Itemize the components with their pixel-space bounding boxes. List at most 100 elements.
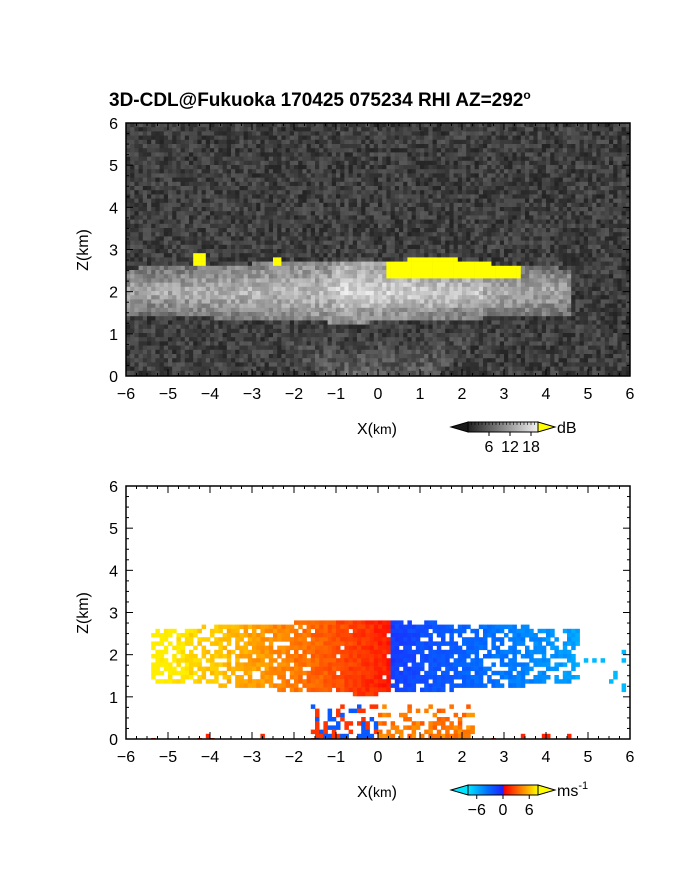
intensity-cell	[533, 139, 538, 145]
intensity-cell	[336, 265, 341, 271]
intensity-cell	[252, 274, 257, 279]
intensity-cell	[436, 249, 442, 254]
intensity-cell	[344, 144, 349, 149]
intensity-cell	[512, 232, 517, 237]
intensity-cell	[436, 286, 442, 292]
intensity-cell	[348, 127, 354, 132]
intensity-cell	[365, 274, 370, 279]
intensity-cell	[495, 173, 501, 178]
intensity-cell	[550, 148, 555, 153]
intensity-cell	[533, 257, 538, 262]
intensity-cell	[575, 236, 580, 241]
intensity-cell	[151, 160, 156, 166]
intensity-cell	[302, 160, 307, 166]
intensity-cell	[302, 198, 307, 204]
intensity-cell	[273, 169, 278, 174]
intensity-cell	[243, 257, 249, 262]
intensity-cell	[378, 152, 383, 157]
intensity-cell	[466, 198, 471, 204]
intensity-cell	[239, 131, 244, 136]
intensity-cell	[478, 156, 484, 162]
intensity-cell	[575, 148, 580, 153]
intensity-cell	[483, 232, 488, 237]
intensity-cell	[558, 148, 564, 153]
intensity-cell	[306, 139, 312, 145]
intensity-cell	[151, 152, 156, 157]
intensity-cell	[336, 177, 341, 183]
intensity-cell	[592, 291, 597, 296]
intensity-cell	[495, 148, 501, 153]
intensity-cell	[546, 123, 551, 128]
intensity-cell	[273, 139, 278, 145]
intensity-cell	[365, 169, 370, 174]
intensity-cell	[399, 173, 404, 178]
intensity-cell	[449, 211, 454, 216]
intensity-cell	[428, 278, 433, 283]
intensity-cell	[176, 295, 181, 300]
intensity-cell	[407, 181, 412, 187]
intensity-cell	[424, 295, 429, 300]
intensity-cell	[537, 202, 543, 208]
intensity-cell	[415, 144, 421, 149]
intensity-cell	[369, 236, 375, 241]
intensity-cell	[222, 160, 228, 166]
intensity-cell	[399, 207, 404, 212]
intensity-cell	[579, 244, 585, 250]
intensity-cell	[420, 295, 425, 300]
intensity-cell	[323, 207, 328, 212]
intensity-cell	[331, 202, 337, 208]
intensity-cell	[474, 278, 480, 283]
intensity-cell	[205, 207, 211, 212]
intensity-cell	[529, 139, 534, 145]
intensity-cell	[373, 127, 379, 132]
intensity-cell	[571, 261, 576, 267]
intensity-cell	[495, 215, 501, 220]
intensity-cell	[592, 144, 597, 149]
intensity-cell	[491, 181, 496, 187]
intensity-cell	[365, 228, 370, 233]
intensity-cell	[466, 127, 471, 132]
intensity-cell	[420, 194, 425, 199]
intensity-cell	[382, 219, 387, 225]
intensity-cell	[155, 160, 160, 166]
intensity-cell	[344, 131, 349, 136]
intensity-cell	[344, 207, 349, 212]
intensity-cell	[512, 282, 517, 288]
intensity-cell	[184, 223, 190, 229]
intensity-cell	[222, 274, 228, 279]
intensity-cell	[298, 135, 303, 141]
intensity-cell	[331, 173, 337, 178]
intensity-cell	[147, 169, 152, 174]
intensity-cell	[470, 261, 475, 267]
intensity-cell	[218, 144, 223, 149]
intensity-cell	[394, 152, 400, 157]
intensity-cell	[390, 286, 396, 292]
intensity-cell	[504, 202, 509, 208]
intensity-cell	[235, 257, 240, 262]
intensity-cell	[579, 228, 585, 233]
intensity-cell	[558, 211, 564, 216]
intensity-cell	[537, 270, 543, 275]
intensity-cell	[600, 135, 606, 141]
intensity-cell	[252, 152, 257, 157]
intensity-cell	[147, 291, 152, 296]
intensity-cell	[625, 244, 630, 250]
intensity-cell	[243, 190, 249, 195]
intensity-cell	[239, 169, 244, 174]
intensity-cell	[403, 236, 408, 241]
intensity-cell	[268, 160, 274, 166]
intensity-cell	[613, 253, 618, 258]
intensity-cell	[462, 202, 467, 208]
intensity-cell	[172, 123, 177, 128]
intensity-cell	[151, 131, 156, 136]
intensity-cell	[382, 181, 387, 187]
intensity-cell	[294, 173, 299, 178]
intensity-cell	[147, 177, 152, 183]
intensity-cell	[457, 270, 463, 275]
intensity-cell	[323, 257, 328, 262]
intensity-cell	[403, 123, 408, 128]
intensity-cell	[487, 148, 492, 153]
intensity-cell	[147, 274, 152, 279]
intensity-cell	[436, 291, 442, 296]
intensity-cell	[399, 123, 404, 128]
